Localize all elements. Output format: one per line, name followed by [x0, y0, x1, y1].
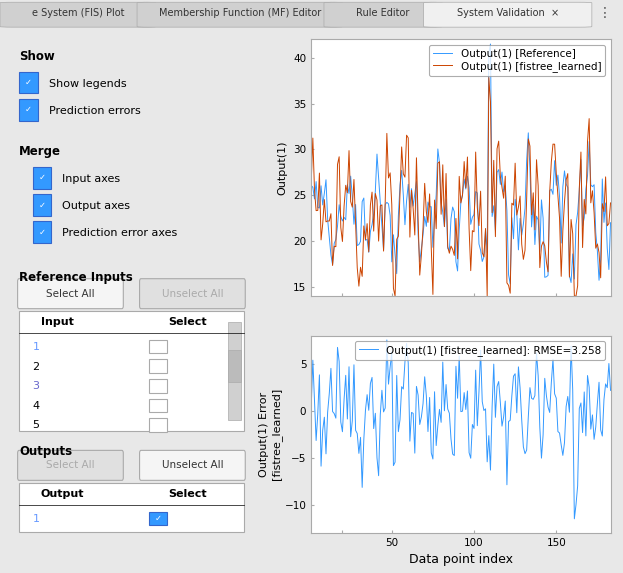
Bar: [227, 322, 241, 421]
Text: Output axes: Output axes: [62, 201, 130, 211]
Bar: [149, 359, 167, 373]
Output(1) [Reference]: [607, 219, 614, 226]
Output(1) [fistree_learned]: RMSE=3.258: (1, 0.269): RMSE=3.258: (1, 0.269): [307, 405, 315, 411]
Output(1) [Reference]: [459, 191, 466, 198]
Bar: [32, 167, 52, 189]
Bar: [149, 418, 167, 432]
Output(1) [fistree_learned]: [347, 198, 354, 205]
Output(1) [fistree_learned]: [353, 264, 361, 271]
Bar: [149, 512, 167, 525]
Text: ✓: ✓: [155, 514, 161, 523]
X-axis label: Data point index: Data point index: [409, 554, 513, 566]
Text: ✓: ✓: [25, 78, 32, 87]
Output(1) [fistree_learned]: RMSE=3.258: (2, 5.37): RMSE=3.258: (2, 5.37): [309, 357, 316, 364]
Y-axis label: Output(1): Output(1): [277, 140, 288, 195]
Text: Outputs: Outputs: [19, 445, 72, 458]
Text: ⋮: ⋮: [597, 6, 611, 21]
Text: Prediction errors: Prediction errors: [49, 106, 141, 116]
Output(1) [fistree_learned]: RMSE=3.258: (59, 7.16): RMSE=3.258: (59, 7.16): [403, 340, 411, 347]
FancyBboxPatch shape: [424, 2, 592, 27]
Output(1) [fistree_learned]: [485, 74, 493, 81]
Text: Merge: Merge: [19, 145, 61, 158]
Line: Output(1) [Reference]: Output(1) [Reference]: [311, 44, 611, 284]
Text: ✓: ✓: [39, 201, 45, 210]
Output(1) [Reference]: [309, 184, 316, 191]
Output(1) [fistree_learned]: RMSE=3.258: (94, 1.93): RMSE=3.258: (94, 1.93): [460, 389, 468, 396]
Text: Show legends: Show legends: [49, 79, 126, 89]
Text: Unselect All: Unselect All: [161, 460, 223, 470]
Output(1) [fistree_learned]: RMSE=3.258: (47, 7.53): RMSE=3.258: (47, 7.53): [383, 336, 391, 343]
Output(1) [Reference]: [353, 242, 361, 249]
Output(1) [fistree_learned]: RMSE=3.258: (25, -2.77): RMSE=3.258: (25, -2.77): [347, 433, 354, 440]
FancyBboxPatch shape: [137, 2, 343, 27]
Text: ✓: ✓: [39, 174, 45, 182]
Bar: [19, 99, 38, 121]
Bar: [149, 379, 167, 393]
Output(1) [Reference]: [347, 172, 354, 179]
FancyBboxPatch shape: [17, 278, 123, 309]
Text: Unselect All: Unselect All: [161, 289, 223, 299]
FancyBboxPatch shape: [140, 278, 245, 309]
Text: ✓: ✓: [25, 105, 32, 114]
Text: 5: 5: [32, 421, 39, 430]
Text: Prediction error axes: Prediction error axes: [62, 229, 178, 238]
Text: e System (FIS) Plot: e System (FIS) Plot: [32, 9, 124, 18]
Text: Input: Input: [40, 317, 74, 327]
Bar: [19, 72, 38, 93]
Output(1) [fistree_learned]: [309, 135, 316, 142]
Output(1) [fistree_learned]: RMSE=3.258: (183, 2.16): RMSE=3.258: (183, 2.16): [607, 387, 614, 394]
Text: ✓: ✓: [39, 228, 45, 237]
Output(1) [Reference]: [506, 280, 514, 287]
Output(1) [fistree_learned]: [403, 132, 411, 139]
Output(1) [fistree_learned]: [391, 293, 399, 300]
Output(1) [Reference]: [487, 41, 494, 48]
Bar: [32, 194, 52, 216]
Output(1) [fistree_learned]: [437, 211, 445, 218]
Text: Select: Select: [168, 317, 207, 327]
Y-axis label: Output(1) Error
[fistree_learned]: Output(1) Error [fistree_learned]: [259, 388, 282, 480]
Text: 4: 4: [32, 401, 40, 411]
Output(1) [fistree_learned]: [460, 158, 468, 165]
Bar: [32, 222, 52, 244]
Output(1) [Reference]: [307, 182, 315, 189]
Output(1) [fistree_learned]: [607, 199, 614, 206]
Line: Output(1) [fistree_learned]: Output(1) [fistree_learned]: [311, 77, 611, 296]
Bar: [149, 399, 167, 413]
Text: Show: Show: [19, 50, 55, 63]
Output(1) [Reference]: [401, 221, 409, 228]
Text: 1: 1: [32, 513, 39, 524]
Text: Select All: Select All: [46, 289, 95, 299]
Output(1) [fistree_learned]: RMSE=3.258: (29, -2.43): RMSE=3.258: (29, -2.43): [353, 430, 361, 437]
Bar: [227, 350, 241, 382]
Text: 2: 2: [32, 362, 40, 371]
Text: System Validation  ×: System Validation ×: [457, 9, 559, 18]
Text: Select: Select: [168, 489, 207, 499]
Text: 3: 3: [32, 381, 39, 391]
FancyBboxPatch shape: [324, 2, 442, 27]
FancyBboxPatch shape: [0, 2, 156, 27]
Legend: Output(1) [Reference], Output(1) [fistree_learned]: Output(1) [Reference], Output(1) [fistre…: [429, 45, 606, 76]
Output(1) [Reference]: [435, 159, 443, 166]
Text: 1: 1: [32, 342, 39, 352]
Line: Output(1) [fistree_learned]: RMSE=3.258: Output(1) [fistree_learned]: RMSE=3.258: [311, 340, 611, 519]
Text: Membership Function (MF) Editor: Membership Function (MF) Editor: [159, 9, 321, 18]
Text: Select All: Select All: [46, 460, 95, 470]
Bar: [19, 483, 244, 532]
Text: Reference Inputs: Reference Inputs: [19, 270, 133, 284]
FancyBboxPatch shape: [140, 450, 245, 480]
Legend: Output(1) [fistree_learned]: RMSE=3.258: Output(1) [fistree_learned]: RMSE=3.258: [354, 341, 606, 360]
Text: Rule Editor: Rule Editor: [356, 9, 410, 18]
Bar: [19, 311, 244, 431]
Output(1) [fistree_learned]: RMSE=3.258: (80, -1.24): RMSE=3.258: (80, -1.24): [437, 419, 445, 426]
Output(1) [fistree_learned]: RMSE=3.258: (161, -11.5): RMSE=3.258: (161, -11.5): [571, 515, 578, 522]
Text: Input axes: Input axes: [62, 174, 120, 184]
Text: Output: Output: [40, 489, 84, 499]
FancyBboxPatch shape: [17, 450, 123, 480]
Output(1) [fistree_learned]: [307, 179, 315, 186]
Bar: [149, 340, 167, 354]
